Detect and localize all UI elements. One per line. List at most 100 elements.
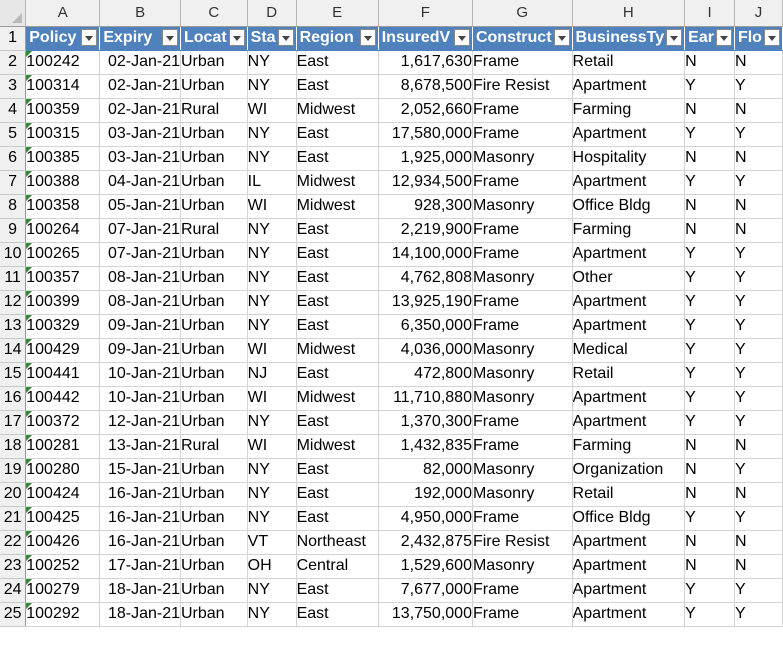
cell[interactable]: 07-Jan-21 xyxy=(99,242,181,267)
cell[interactable]: Y xyxy=(684,602,735,627)
cell[interactable]: Y xyxy=(734,314,783,339)
cell[interactable]: 100315 xyxy=(25,122,101,147)
cell[interactable]: Medical xyxy=(572,338,686,363)
cell[interactable]: Urban xyxy=(180,506,248,531)
cell[interactable]: Y xyxy=(734,74,783,99)
cell[interactable]: Y xyxy=(684,338,735,363)
cell[interactable]: Y xyxy=(684,266,735,291)
cell[interactable]: Masonry xyxy=(472,146,573,171)
cell[interactable]: 192,000 xyxy=(378,482,473,507)
cell[interactable]: N xyxy=(684,146,735,171)
cell[interactable]: Frame xyxy=(472,290,573,315)
cell[interactable]: Y xyxy=(684,362,735,387)
cell[interactable]: 14,100,000 xyxy=(378,242,473,267)
cell[interactable]: Y xyxy=(734,242,783,267)
cell[interactable]: N xyxy=(734,98,783,123)
cell[interactable]: Farming xyxy=(572,218,686,243)
header-cell[interactable]: Policy xyxy=(25,26,101,51)
row-header[interactable]: 13 xyxy=(0,314,27,339)
cell[interactable]: 08-Jan-21 xyxy=(99,290,181,315)
cell[interactable]: Midwest xyxy=(296,194,379,219)
cell[interactable]: NY xyxy=(247,506,297,531)
cell[interactable]: Midwest xyxy=(296,98,379,123)
cell[interactable]: 1,529,600 xyxy=(378,554,473,579)
cell[interactable]: East xyxy=(296,482,379,507)
cell[interactable]: 1,370,300 xyxy=(378,410,473,435)
cell[interactable]: N xyxy=(684,194,735,219)
cell[interactable]: East xyxy=(296,146,379,171)
cell[interactable]: 100279 xyxy=(25,578,101,603)
cell[interactable]: Y xyxy=(684,242,735,267)
cell[interactable]: Apartment xyxy=(572,386,686,411)
cell[interactable]: Urban xyxy=(180,122,248,147)
cell[interactable]: 4,036,000 xyxy=(378,338,473,363)
cell[interactable]: 100426 xyxy=(25,530,101,555)
cell[interactable]: 8,678,500 xyxy=(378,74,473,99)
row-header[interactable]: 2 xyxy=(0,50,27,75)
cell[interactable]: Fire Resist xyxy=(472,74,573,99)
cell[interactable]: Apartment xyxy=(572,170,686,195)
cell[interactable]: Masonry xyxy=(472,458,573,483)
cell[interactable]: 16-Jan-21 xyxy=(99,530,181,555)
cell[interactable]: N xyxy=(734,482,783,507)
cell[interactable]: Y xyxy=(734,602,783,627)
header-cell[interactable]: Locat xyxy=(180,26,248,51)
cell[interactable]: Frame xyxy=(472,314,573,339)
cell[interactable]: Retail xyxy=(572,50,686,75)
cell[interactable]: Urban xyxy=(180,338,248,363)
cell[interactable]: 100281 xyxy=(25,434,101,459)
cell[interactable]: 02-Jan-21 xyxy=(99,50,181,75)
cell[interactable]: 472,800 xyxy=(378,362,473,387)
row-header[interactable]: 20 xyxy=(0,482,27,507)
cell[interactable]: Frame xyxy=(472,50,573,75)
cell[interactable]: 10-Jan-21 xyxy=(99,362,181,387)
row-header[interactable]: 17 xyxy=(0,410,27,435)
cell[interactable]: NY xyxy=(247,266,297,291)
cell[interactable]: Masonry xyxy=(472,554,573,579)
cell[interactable]: Midwest xyxy=(296,434,379,459)
cell[interactable]: Frame xyxy=(472,602,573,627)
filter-dropdown-icon[interactable] xyxy=(715,28,732,46)
cell[interactable]: Urban xyxy=(180,314,248,339)
cell[interactable]: Apartment xyxy=(572,530,686,555)
column-header-b[interactable]: B xyxy=(99,0,181,27)
row-header[interactable]: 8 xyxy=(0,194,27,219)
cell[interactable]: Y xyxy=(684,386,735,411)
cell[interactable]: Urban xyxy=(180,362,248,387)
cell[interactable]: Y xyxy=(684,314,735,339)
cell[interactable]: Apartment xyxy=(572,242,686,267)
cell[interactable]: N xyxy=(684,458,735,483)
cell[interactable]: 7,677,000 xyxy=(378,578,473,603)
cell[interactable]: Apartment xyxy=(572,554,686,579)
column-header-d[interactable]: D xyxy=(247,0,297,27)
cell[interactable]: 08-Jan-21 xyxy=(99,266,181,291)
cell[interactable]: 100424 xyxy=(25,482,101,507)
cell[interactable]: 100357 xyxy=(25,266,101,291)
cell[interactable]: N xyxy=(734,194,783,219)
cell[interactable]: Masonry xyxy=(472,338,573,363)
cell[interactable]: Y xyxy=(734,362,783,387)
cell[interactable]: Apartment xyxy=(572,122,686,147)
cell[interactable]: N xyxy=(734,50,783,75)
cell[interactable]: Frame xyxy=(472,578,573,603)
cell[interactable]: East xyxy=(296,314,379,339)
cell[interactable]: 1,617,630 xyxy=(378,50,473,75)
filter-dropdown-icon[interactable] xyxy=(764,28,780,46)
cell[interactable]: 13,925,190 xyxy=(378,290,473,315)
cell[interactable]: Frame xyxy=(472,434,573,459)
cell[interactable]: Y xyxy=(734,458,783,483)
row-header[interactable]: 15 xyxy=(0,362,27,387)
cell[interactable]: Rural xyxy=(180,98,248,123)
cell[interactable]: 82,000 xyxy=(378,458,473,483)
cell[interactable]: N xyxy=(684,98,735,123)
cell[interactable]: 100399 xyxy=(25,290,101,315)
row-header[interactable]: 10 xyxy=(0,242,27,267)
cell[interactable]: Rural xyxy=(180,218,248,243)
cell[interactable]: 100292 xyxy=(25,602,101,627)
cell[interactable]: 6,350,000 xyxy=(378,314,473,339)
row-header[interactable]: 18 xyxy=(0,434,27,459)
cell[interactable]: Masonry xyxy=(472,482,573,507)
cell[interactable]: Y xyxy=(684,290,735,315)
cell[interactable]: NY xyxy=(247,122,297,147)
cell[interactable]: Organization xyxy=(572,458,686,483)
